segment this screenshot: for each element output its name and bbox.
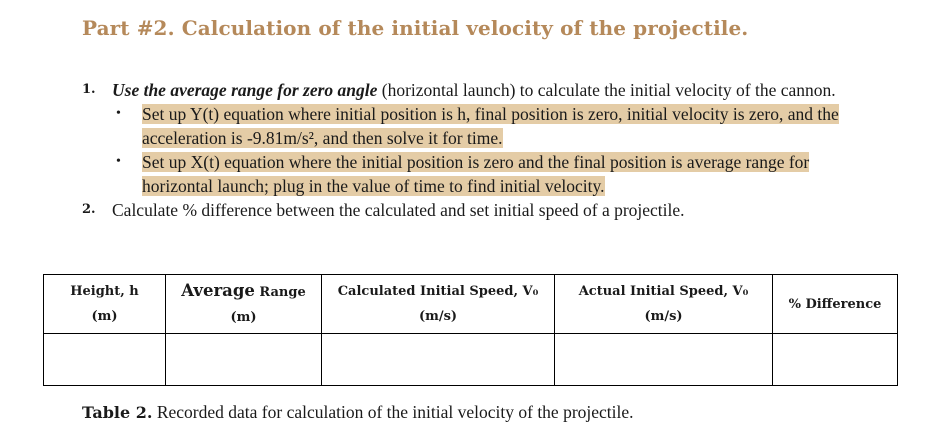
bullet-icon: • [116, 106, 121, 121]
header-label: Calculated Initial Speed, V₀ [337, 284, 539, 299]
header-unit: (m/s) [644, 309, 683, 324]
bullet-item: • Set up Y(t) equation where initial pos… [112, 102, 862, 150]
instruction-list: 1. Use the average range for zero angle … [82, 78, 862, 222]
step-number: 2. [82, 202, 96, 217]
header-height: Height, h (m) [43, 274, 166, 334]
section-title: Part #2. Calculation of the initial velo… [82, 16, 749, 40]
highlighted-text: Set up Y(t) equation where initial posit… [142, 104, 839, 148]
data-table: Height, h (m) Average Range (m) Calculat… [43, 274, 898, 386]
table-cell[interactable] [165, 333, 322, 386]
caption-label: Table 2. [82, 403, 153, 422]
table-row [43, 333, 898, 386]
table-cell[interactable] [43, 333, 166, 386]
header-label: Range [254, 285, 306, 300]
step-number: 1. [82, 82, 96, 97]
bullet-list: • Set up Y(t) equation where initial pos… [112, 102, 862, 198]
header-unit: (m/s) [418, 309, 458, 324]
step-text: Calculate % difference between the calcu… [112, 200, 685, 220]
step-text: (horizontal launch) to calculate the ini… [377, 80, 836, 100]
bullet-icon: • [116, 154, 121, 169]
caption-text: Recorded data for calculation of the ini… [156, 402, 634, 422]
header-actual-speed: Actual Initial Speed, V₀ (m/s) [554, 274, 773, 334]
header-unit: (m) [230, 310, 257, 325]
table-cell[interactable] [321, 333, 555, 386]
header-label: Actual Initial Speed, V₀ [578, 284, 749, 299]
header-unit: (m) [91, 309, 118, 324]
table-cell[interactable] [772, 333, 898, 386]
step-1: 1. Use the average range for zero angle … [82, 78, 862, 198]
step-emphasis: Use the average range for zero angle [112, 80, 378, 100]
bullet-item: • Set up X(t) equation where the initial… [112, 150, 862, 198]
table-header-row: Height, h (m) Average Range (m) Calculat… [43, 274, 898, 334]
step-2: 2. Calculate % difference between the ca… [82, 198, 862, 222]
header-average-range: Average Range (m) [165, 274, 322, 334]
header-label: Average [181, 281, 255, 300]
header-calculated-speed: Calculated Initial Speed, V₀ (m/s) [321, 274, 555, 334]
header-percent-difference: % Difference [772, 274, 898, 334]
table-caption: Table 2. Recorded data for calculation o… [82, 402, 634, 423]
highlighted-text: Set up X(t) equation where the initial p… [142, 152, 810, 196]
header-label: % Difference [788, 296, 882, 312]
header-label: Height, h [70, 284, 139, 299]
table-cell[interactable] [554, 333, 773, 386]
